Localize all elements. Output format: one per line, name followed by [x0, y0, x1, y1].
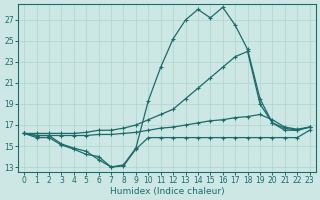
X-axis label: Humidex (Indice chaleur): Humidex (Indice chaleur): [109, 187, 224, 196]
